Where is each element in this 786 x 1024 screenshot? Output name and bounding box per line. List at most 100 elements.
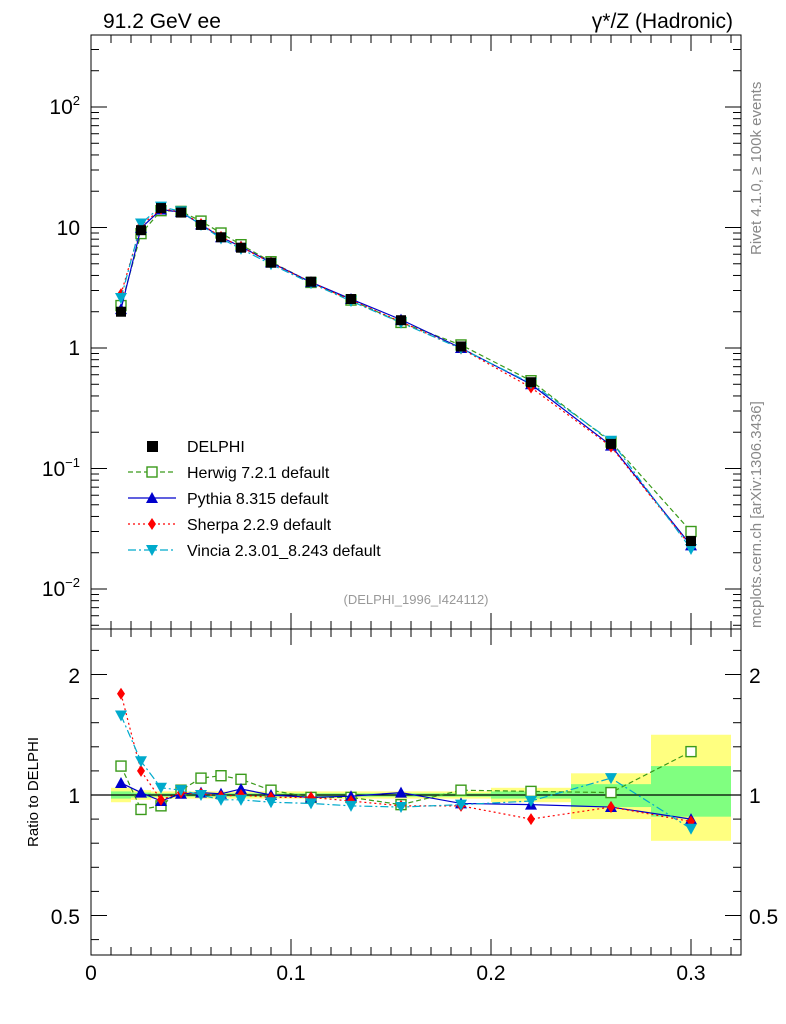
point-data-12 xyxy=(526,377,536,388)
ratio-point-herwig-4 xyxy=(195,772,207,784)
process-title: γ*/Z (Hadronic) xyxy=(592,10,733,33)
ratio-point-vincia-12 xyxy=(525,796,537,808)
ratio-point-pythia-10 xyxy=(395,786,407,798)
ratio-point-vincia-14 xyxy=(685,823,697,835)
legend-entry-pythia: Pythia 8.315 default xyxy=(128,491,329,508)
xtick-label-0.2: 0.2 xyxy=(476,962,505,985)
ytick-label-1e-1: 10−1 xyxy=(42,455,80,481)
ratio-point-herwig-14 xyxy=(685,745,697,758)
ratio-point-vincia-4 xyxy=(195,790,207,801)
ratio-point-herwig-12 xyxy=(525,785,537,798)
ratio-point-vincia-13 xyxy=(605,773,617,785)
ratio-point-pythia-6 xyxy=(235,782,247,794)
ratio-point-vincia-8 xyxy=(305,798,317,810)
legend-marker-data xyxy=(147,441,158,452)
legend-entry-sherpa: Sherpa 2.2.9 default xyxy=(128,517,332,534)
ratio-ytick-label-2-right: 2 xyxy=(749,665,761,688)
xtick-label-0.1: 0.1 xyxy=(276,962,305,985)
band-green-5 xyxy=(651,766,731,817)
legend-marker-pythia xyxy=(146,492,158,503)
uncertainty-bands xyxy=(111,734,731,841)
ratio-point-herwig-13 xyxy=(605,786,617,799)
ratio-point-herwig-1 xyxy=(135,803,147,816)
legend-label-herwig: Herwig 7.2.1 default xyxy=(187,465,330,482)
point-data-11 xyxy=(456,341,466,352)
series-layer xyxy=(115,201,697,835)
point-vincia-14 xyxy=(685,543,697,555)
ratio-point-pythia-1 xyxy=(135,786,147,798)
point-data-0 xyxy=(116,306,126,317)
ratio-point-vincia-9 xyxy=(345,800,357,812)
ratio-point-vincia-1 xyxy=(135,756,147,768)
xtick-label-0: 0 xyxy=(85,962,97,985)
legend-label-data: DELPHI xyxy=(187,439,245,456)
xtick-label-0.3: 0.3 xyxy=(676,962,705,985)
ratio-ytick-label-0.5-left: 0.5 xyxy=(51,906,80,929)
point-data-1 xyxy=(136,225,146,236)
ratio-ytick-label-1-right: 1 xyxy=(749,785,761,808)
ratio-point-vincia-11 xyxy=(455,799,467,811)
point-vincia-1 xyxy=(135,218,147,230)
ratio-ylabel: Ratio to DELPHI xyxy=(25,737,42,847)
point-data-8 xyxy=(306,276,316,287)
legend-entry-herwig: Herwig 7.2.1 default xyxy=(128,465,330,482)
main-plot-frame xyxy=(90,34,742,630)
ratio-point-pythia-0 xyxy=(115,776,127,788)
ratio-point-vincia-5 xyxy=(215,794,227,806)
ratio-point-sherpa-1 xyxy=(137,764,145,777)
ytick-label-1e2: 102 xyxy=(49,93,80,119)
point-data-14 xyxy=(686,536,696,547)
ratio-point-sherpa-0 xyxy=(117,687,125,700)
energy-title: 91.2 GeV ee xyxy=(103,10,221,33)
ratio-point-vincia-6 xyxy=(235,794,247,806)
ytick-label-10: 10 xyxy=(57,217,80,240)
series-line-herwig xyxy=(120,210,692,532)
ratio-point-herwig-11 xyxy=(455,784,467,796)
point-data-4 xyxy=(196,219,206,230)
legend-marker-herwig xyxy=(146,466,158,478)
ratio-series-vincia xyxy=(115,710,697,835)
ratio-point-vincia-10 xyxy=(395,802,407,814)
ratio-point-herwig-6 xyxy=(235,773,247,786)
ratio-line-herwig xyxy=(120,751,692,811)
legend-marker-sherpa xyxy=(148,518,156,530)
ratio-point-sherpa-12 xyxy=(527,813,535,826)
ratio-point-sherpa-13 xyxy=(607,801,615,814)
ratio-point-vincia-7 xyxy=(265,797,277,809)
ratio-ytick-label-1-left: 1 xyxy=(68,785,80,808)
point-data-7 xyxy=(266,257,276,268)
point-herwig-14 xyxy=(685,525,697,538)
ratio-ytick-label-0.5-right: 0.5 xyxy=(749,906,778,929)
legend-marker-vincia xyxy=(146,545,158,556)
rivet-version-label: Rivet 4.1.0, ≥ 100k events xyxy=(748,82,765,255)
legend: DELPHI Herwig 7.2.1 default Pythia 8.315… xyxy=(128,439,381,560)
analysis-tag: (DELPHI_1996_I424112) xyxy=(343,592,488,607)
ratio-point-herwig-5 xyxy=(215,770,227,782)
legend-label-sherpa: Sherpa 2.2.9 default xyxy=(187,517,332,534)
series-data xyxy=(116,203,696,547)
ratio-ytick-label-2-left: 2 xyxy=(68,665,80,688)
legend-label-pythia: Pythia 8.315 default xyxy=(187,491,329,508)
point-vincia-0 xyxy=(115,292,127,304)
series-herwig xyxy=(115,204,697,538)
mcplots-label: mcplots.cern.ch [arXiv:1306.3436] xyxy=(748,401,765,628)
ratio-point-vincia-0 xyxy=(115,710,127,722)
ytick-label-1e-2: 10−2 xyxy=(42,575,80,601)
legend-entry-vincia: Vincia 2.3.01_8.243 default xyxy=(128,543,381,560)
point-data-2 xyxy=(156,203,166,214)
ytick-label-1: 1 xyxy=(68,337,80,360)
point-data-5 xyxy=(216,232,226,243)
ratio-plot-frame xyxy=(90,628,742,956)
point-data-13 xyxy=(606,438,616,449)
axes-layer xyxy=(90,35,741,955)
ratio-point-vincia-3 xyxy=(175,785,187,797)
point-data-3 xyxy=(176,207,186,218)
ratio-point-sherpa-2 xyxy=(157,793,165,806)
legend-entry-data: DELPHI xyxy=(147,439,245,456)
legend-label-vincia: Vincia 2.3.01_8.243 default xyxy=(187,543,381,560)
point-data-6 xyxy=(236,242,246,253)
point-data-9 xyxy=(346,294,356,305)
point-data-10 xyxy=(396,315,406,326)
ratio-point-herwig-0 xyxy=(115,760,127,772)
